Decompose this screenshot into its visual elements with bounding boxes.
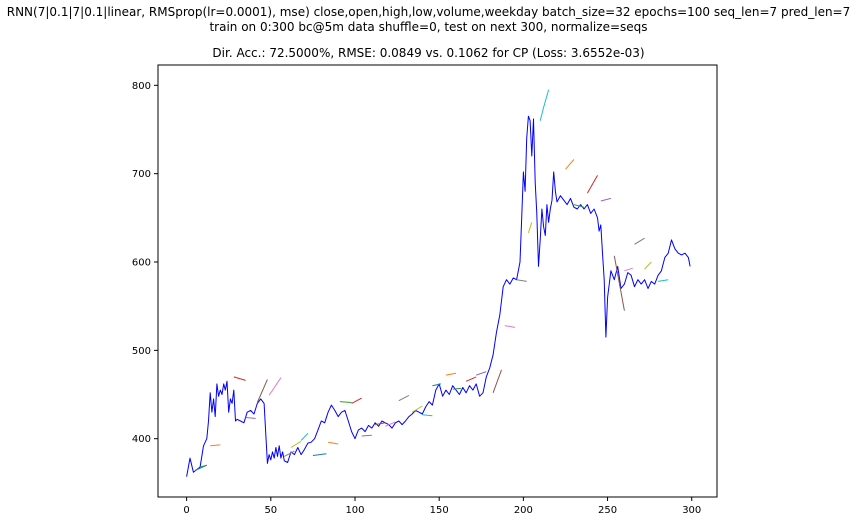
- prediction-line-23: [452, 387, 462, 390]
- prediction-line-13: [339, 401, 352, 403]
- x-tick-label: 300: [682, 505, 701, 516]
- prediction-line-25: [476, 371, 487, 376]
- prediction-line-10: [300, 433, 309, 441]
- actual-price-line: [186, 115, 691, 477]
- prediction-line-21: [432, 383, 442, 387]
- prediction-line-22: [445, 372, 457, 376]
- series-layer: [186, 89, 691, 477]
- y-tick-label: 800: [132, 81, 151, 92]
- chart-title-line1: RNN(7|0.1|7|0.1|linear, RMSprop(lr=0.000…: [6, 5, 851, 19]
- prediction-line-2: [199, 464, 207, 468]
- chart-title-line2: train on 0:300 bc@5m data shuffle=0, tes…: [209, 20, 648, 34]
- x-tick-label: 0: [183, 505, 189, 516]
- x-tick-label: 100: [345, 505, 364, 516]
- x-tick-label: 50: [264, 505, 277, 516]
- prediction-line-30: [539, 89, 550, 121]
- prediction-line-14: [351, 397, 362, 404]
- prediction-line-9: [290, 440, 302, 448]
- prediction-line-38: [644, 261, 652, 270]
- x-tick-label: 200: [514, 505, 533, 516]
- prediction-line-31: [565, 159, 575, 170]
- prediction-line-15: [361, 434, 372, 437]
- x-tick-label: 150: [430, 505, 449, 516]
- prediction-line-35: [613, 255, 625, 311]
- prediction-line-34: [600, 197, 612, 202]
- prediction-line-27: [504, 325, 516, 328]
- prediction-line-33: [586, 175, 598, 194]
- prediction-line-6: [256, 379, 268, 403]
- prediction-line-39: [658, 279, 669, 282]
- prediction-line-11: [312, 453, 327, 456]
- prediction-line-28: [516, 279, 527, 282]
- plot-frame: [157, 64, 718, 498]
- prediction-line-32: [573, 204, 585, 208]
- prediction-line-3: [210, 444, 221, 447]
- prediction-line-18: [398, 394, 410, 402]
- prediction-line-16: [375, 422, 386, 426]
- prediction-line-36: [624, 267, 633, 272]
- y-tick-label: 500: [132, 346, 151, 357]
- y-tick-label: 400: [132, 434, 151, 445]
- prediction-line-20: [422, 414, 433, 417]
- x-tick-label: 250: [598, 505, 617, 516]
- prediction-line-17: [385, 421, 396, 427]
- chart-subtitle: Dir. Acc.: 72.5000%, RMSE: 0.0849 vs. 0.…: [212, 46, 645, 60]
- y-tick-label: 700: [132, 169, 151, 180]
- axes-layer: 0 50 100 150 200 250 300 400 500 600 700 800: [132, 64, 718, 516]
- prediction-line-12: [328, 441, 339, 445]
- prediction-line-26: [492, 369, 502, 393]
- prediction-line-5: [245, 417, 256, 419]
- prediction-line-29: [527, 222, 533, 234]
- prediction-line-19: [411, 405, 423, 413]
- prediction-line-24: [465, 376, 477, 382]
- prediction-line-7: [268, 377, 282, 396]
- prediction-line-8: [284, 450, 295, 457]
- y-tick-label: 600: [132, 258, 151, 269]
- prediction-line-4: [233, 376, 246, 381]
- prediction-line-37: [634, 237, 645, 245]
